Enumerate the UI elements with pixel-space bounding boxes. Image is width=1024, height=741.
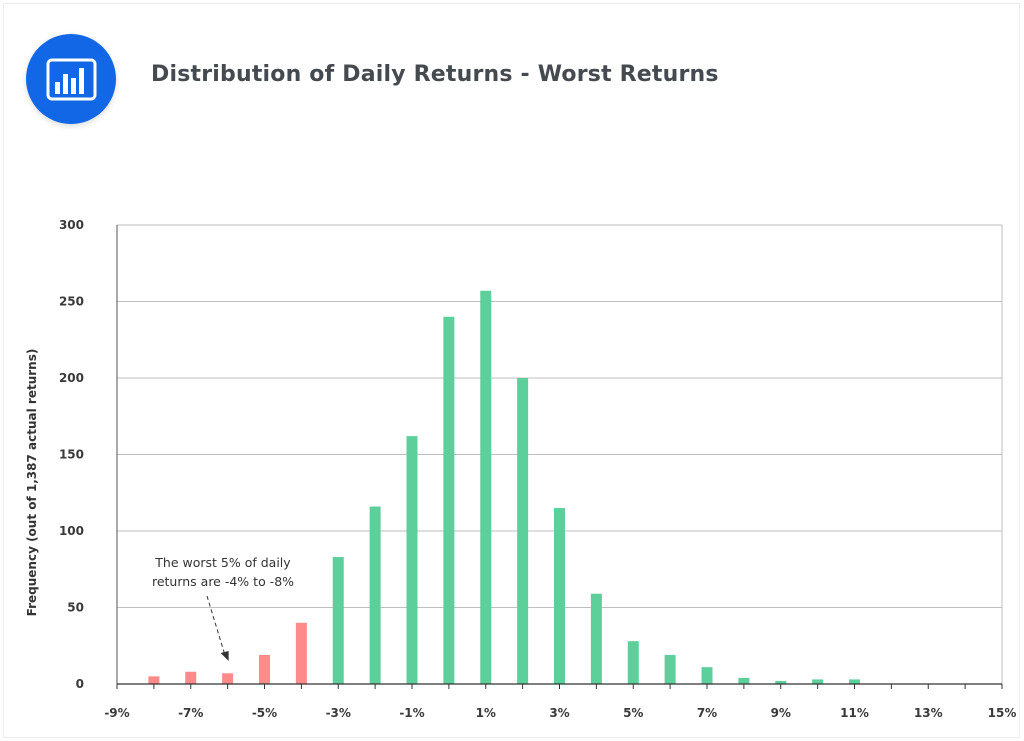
annotation-text: The worst 5% of daily xyxy=(154,555,291,570)
bar-return xyxy=(480,290,492,684)
annotation-arrowhead xyxy=(220,651,229,661)
y-tick-label: 50 xyxy=(67,601,84,615)
bar-worst-return xyxy=(259,654,270,684)
bar-return xyxy=(627,641,639,684)
logo-badge xyxy=(26,34,116,124)
annotation-arrow xyxy=(206,595,226,655)
bar-return xyxy=(812,679,824,684)
x-tick-label: 13% xyxy=(914,706,943,720)
x-tick-label: 11% xyxy=(840,706,869,720)
x-tick-label: 15% xyxy=(988,706,1017,720)
y-axis-label: Frequency (out of 1,387 actual returns) xyxy=(25,349,39,617)
bar-return xyxy=(738,677,750,684)
bar-return xyxy=(590,593,602,684)
page-frame xyxy=(3,3,1020,738)
bar-return xyxy=(332,557,344,684)
bar-worst-return xyxy=(185,671,197,684)
y-tick-label: 250 xyxy=(59,295,84,309)
chart-title: Distribution of Daily Returns - Worst Re… xyxy=(151,62,719,87)
bar-return xyxy=(369,506,381,684)
x-tick-label: -9% xyxy=(104,706,129,720)
x-tick-label: -5% xyxy=(252,706,277,720)
bar-return xyxy=(664,654,676,684)
bar-worst-return xyxy=(295,622,307,684)
bar-chart-icon xyxy=(46,58,97,101)
bar-return xyxy=(849,679,860,684)
y-tick-label: 200 xyxy=(59,371,84,385)
y-tick-label: 300 xyxy=(59,218,84,232)
x-tick-label: -7% xyxy=(178,706,203,720)
x-tick-label: 1% xyxy=(476,706,496,720)
x-tick-label: 3% xyxy=(549,706,569,720)
bar-return xyxy=(406,436,418,684)
x-tick-label: 7% xyxy=(697,706,717,720)
x-tick-label: -1% xyxy=(399,706,424,720)
bar-return xyxy=(517,378,529,684)
bar-return xyxy=(554,508,565,684)
bar-return xyxy=(443,316,455,684)
y-tick-label: 100 xyxy=(59,524,84,538)
bar-worst-return xyxy=(148,676,160,684)
bar-return xyxy=(775,680,787,684)
y-tick-label: 0 xyxy=(76,677,84,691)
x-tick-label: -3% xyxy=(326,706,351,720)
annotation-text: returns are -4% to -8% xyxy=(152,574,294,589)
x-tick-label: 5% xyxy=(623,706,643,720)
bar-return xyxy=(701,667,713,684)
y-tick-label: 150 xyxy=(59,448,84,462)
bar-worst-return xyxy=(222,673,234,684)
x-tick-label: 9% xyxy=(771,706,791,720)
